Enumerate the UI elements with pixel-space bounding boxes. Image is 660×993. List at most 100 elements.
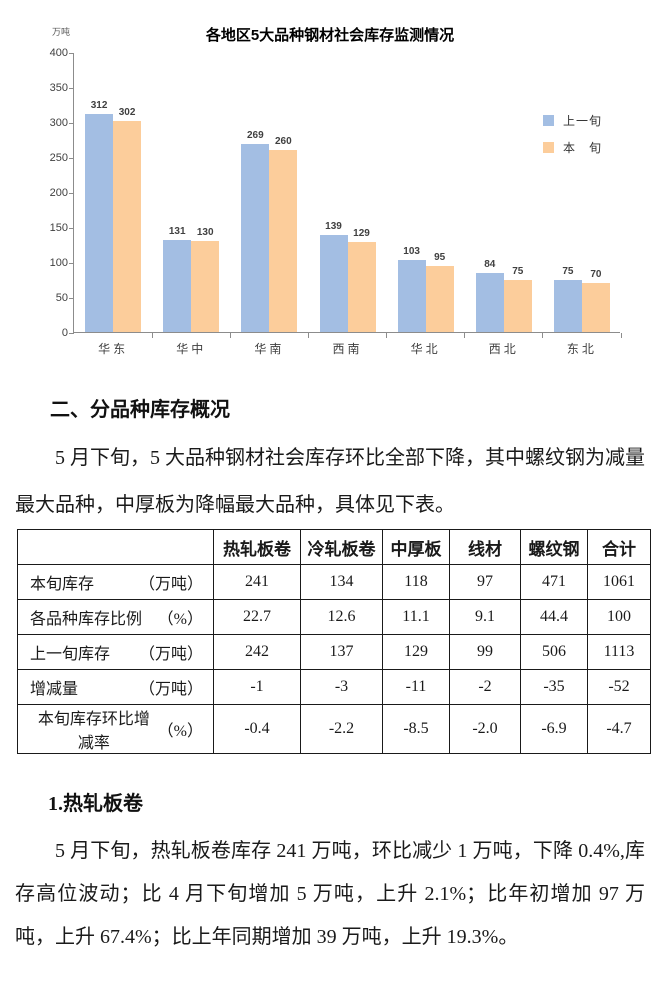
x-axis-tick bbox=[620, 333, 622, 338]
chart-legend: 上一旬本 旬 bbox=[543, 112, 602, 156]
table-cell: 134 bbox=[300, 564, 383, 600]
bar-本旬-华东 bbox=[113, 120, 142, 332]
x-axis-tick bbox=[464, 333, 466, 338]
bar-本旬-华北 bbox=[425, 265, 454, 332]
section-heading-variety-overview: 二、分品种库存概况 bbox=[50, 399, 230, 421]
bar-value-label: 95 bbox=[434, 251, 446, 263]
row-label-text: 本旬库存 bbox=[30, 576, 95, 593]
table-cell: -6.9 bbox=[520, 704, 588, 754]
inventory-table: 热轧板卷 冷轧板卷 中厚板 线材 螺纹钢 合计 本旬库存 （万吨） 241 134 118 97 47… bbox=[17, 529, 651, 754]
column-header-合计: 合计 bbox=[587, 529, 651, 565]
y-axis-label: 350 bbox=[49, 82, 68, 94]
row-unit-text: （%） bbox=[157, 611, 203, 628]
y-axis-tick bbox=[69, 332, 74, 334]
table-cell: 1061 bbox=[587, 564, 651, 600]
row-label: 增减量 （万吨） bbox=[19, 675, 213, 699]
legend-label-本旬: 本 旬 bbox=[563, 141, 603, 155]
regional-inventory-chart: 万吨 各地区5大品种钢材社会库存监测情况 0 50 100 150 200 250 300 3… bbox=[0, 0, 660, 372]
row-unit-text: （万吨） bbox=[138, 681, 203, 698]
y-axis-label: 0 bbox=[61, 327, 68, 339]
bar-value-label: 84 bbox=[484, 259, 496, 271]
row-label-text: 本旬库存环比增减率 bbox=[37, 711, 150, 752]
bar-本旬-华中 bbox=[191, 241, 220, 332]
y-axis-tick bbox=[69, 227, 74, 229]
table-row: 本旬库存 （万吨） 241 134 118 97 471 1061 bbox=[17, 564, 651, 600]
bar-本旬-华南 bbox=[269, 150, 298, 332]
chart-y-axis-unit: 万吨 bbox=[52, 27, 71, 37]
legend-label-上一旬: 上一旬 bbox=[563, 114, 603, 128]
table-cell: -2.0 bbox=[449, 704, 521, 754]
bar-value-label: 312 bbox=[90, 99, 108, 111]
y-axis-label: 100 bbox=[49, 257, 68, 269]
table-cell: 118 bbox=[382, 564, 450, 600]
row-label: 本旬库存环比增减率 （%） bbox=[19, 706, 213, 753]
bar-上一旬-东北 bbox=[553, 279, 582, 332]
bar-value-label: 70 bbox=[590, 269, 602, 280]
legend-item-上一旬: 上一旬 bbox=[543, 112, 602, 129]
column-header-热轧板卷: 热轧板卷 bbox=[213, 529, 301, 565]
table-cell: 1113 bbox=[587, 634, 651, 670]
table-cell: 11.1 bbox=[382, 599, 450, 635]
y-axis-tick bbox=[69, 87, 74, 89]
x-axis-tick bbox=[151, 333, 153, 338]
x-axis-label-西北: 西北 bbox=[488, 342, 519, 356]
x-axis-label-华北: 华北 bbox=[410, 342, 441, 356]
bar-value-label: 131 bbox=[168, 226, 186, 238]
table-cell: -0.4 bbox=[213, 704, 301, 754]
x-axis-label-华中: 华中 bbox=[176, 342, 207, 356]
column-header-冷轧板卷: 冷轧板卷 bbox=[300, 529, 383, 565]
table-cell: -1 bbox=[213, 669, 301, 705]
row-label-text: 增减量 bbox=[30, 681, 79, 698]
bar-上一旬-华东 bbox=[85, 113, 114, 332]
table-cell: -3 bbox=[300, 669, 383, 705]
bar-value-label: 129 bbox=[353, 227, 370, 239]
row-label: 各品种库存比例 （%） bbox=[19, 605, 213, 629]
header-corner-cell bbox=[17, 529, 214, 565]
bar-本旬-西北 bbox=[503, 279, 532, 332]
y-axis-label: 200 bbox=[49, 187, 68, 199]
y-axis-tick bbox=[69, 157, 74, 159]
row-unit-text: （万吨） bbox=[138, 646, 203, 663]
bar-value-label: 75 bbox=[512, 265, 524, 277]
column-header-线材: 线材 bbox=[449, 529, 521, 565]
y-axis-label: 300 bbox=[49, 117, 68, 129]
bar-value-label: 260 bbox=[275, 136, 292, 147]
row-label-text: 各品种库存比例 bbox=[30, 611, 143, 628]
y-axis-label: 50 bbox=[55, 292, 68, 304]
paragraph-variety-overview: 5 月下旬，5 大品种钢材社会库存环比全部下降，其中螺纹钢为减量最大品种，中厚板… bbox=[15, 447, 645, 516]
bar-上一旬-西南 bbox=[319, 234, 348, 332]
x-axis-tick bbox=[307, 333, 309, 338]
bar-上一旬-华南 bbox=[241, 143, 270, 332]
y-axis-tick bbox=[69, 262, 74, 264]
x-axis-tick bbox=[229, 333, 231, 338]
table-cell: 97 bbox=[449, 564, 521, 600]
row-label-cell: 各品种库存比例 （%） bbox=[17, 599, 214, 635]
x-axis-label-西南: 西南 bbox=[332, 342, 363, 356]
table-row: 各品种库存比例 （%） 22.7 12.6 11.1 9.1 44.4 100 bbox=[17, 599, 651, 635]
table-cell: 471 bbox=[520, 564, 588, 600]
y-axis-tick bbox=[69, 192, 74, 194]
table-body: 本旬库存 （万吨） 241 134 118 97 471 1061 各品种库存比例 （%） 22.7… bbox=[17, 564, 651, 754]
table-cell: 9.1 bbox=[449, 599, 521, 635]
y-axis-tick bbox=[69, 297, 74, 299]
table-cell: 100 bbox=[587, 599, 651, 635]
bar-value-label: 139 bbox=[325, 220, 342, 232]
table-row: 上一旬库存 （万吨） 242 137 129 99 506 1113 bbox=[17, 634, 651, 670]
table-cell: -2 bbox=[449, 669, 521, 705]
row-label-cell: 增减量 （万吨） bbox=[17, 669, 214, 705]
y-axis-label: 400 bbox=[49, 47, 68, 59]
x-axis-label-东北: 东北 bbox=[566, 342, 597, 356]
legend-swatch-上一旬 bbox=[543, 115, 554, 126]
bar-value-label: 130 bbox=[196, 227, 214, 238]
row-label-cell: 本旬库存 （万吨） bbox=[17, 564, 214, 600]
y-axis-tick bbox=[69, 52, 74, 54]
y-axis-label: 150 bbox=[49, 222, 68, 234]
table-cell: -8.5 bbox=[382, 704, 450, 754]
paragraph-hot-rolled: 5 月下旬，热轧板卷库存 241 万吨，环比减少 1 万吨，下降 0.4%,库存… bbox=[15, 840, 645, 948]
row-label-cell: 上一旬库存 （万吨） bbox=[17, 634, 214, 670]
row-unit-text: （万吨） bbox=[138, 576, 203, 593]
chart-title: 各地区5大品种钢材社会库存监测情况 bbox=[205, 27, 455, 44]
x-axis-label-华东: 华东 bbox=[98, 342, 129, 356]
bar-上一旬-华中 bbox=[163, 240, 192, 332]
